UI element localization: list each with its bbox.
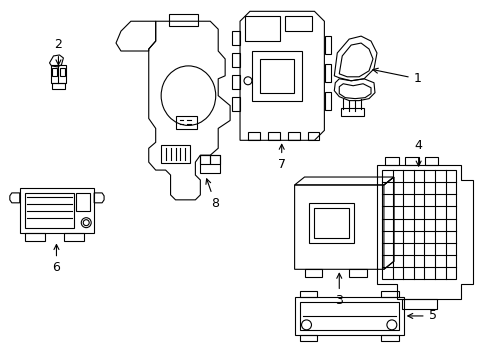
- Bar: [401, 299, 436, 309]
- Text: 2: 2: [54, 38, 62, 65]
- Bar: [314, 208, 348, 238]
- Bar: [210, 155, 220, 164]
- Text: 5: 5: [407, 310, 436, 323]
- Bar: [404, 157, 418, 165]
- Bar: [304, 269, 322, 277]
- Bar: [284, 16, 312, 31]
- Text: 4: 4: [414, 139, 422, 166]
- Bar: [381, 170, 455, 279]
- Bar: [259, 59, 293, 93]
- Bar: [287, 132, 299, 140]
- Bar: [200, 155, 220, 173]
- Bar: [384, 157, 398, 165]
- Bar: [325, 92, 331, 109]
- Text: 7: 7: [277, 144, 285, 171]
- Bar: [200, 155, 210, 164]
- Bar: [20, 188, 94, 233]
- Bar: [51, 83, 65, 89]
- Bar: [299, 291, 317, 297]
- Bar: [299, 302, 398, 330]
- Bar: [25, 193, 74, 228]
- Bar: [50, 65, 66, 83]
- Bar: [325, 64, 331, 82]
- Bar: [25, 233, 44, 240]
- Text: 8: 8: [205, 179, 219, 210]
- Bar: [232, 53, 240, 67]
- Bar: [341, 108, 364, 116]
- Bar: [251, 51, 301, 100]
- Bar: [232, 96, 240, 111]
- Text: 1: 1: [372, 68, 421, 85]
- Bar: [380, 335, 398, 341]
- Bar: [64, 233, 84, 240]
- Bar: [424, 157, 438, 165]
- Bar: [61, 68, 65, 76]
- Bar: [294, 297, 403, 335]
- Text: 6: 6: [52, 244, 61, 274]
- Bar: [309, 203, 353, 243]
- Bar: [247, 132, 259, 140]
- Text: 3: 3: [335, 273, 343, 307]
- Bar: [232, 31, 240, 45]
- Bar: [307, 132, 319, 140]
- Bar: [52, 68, 57, 76]
- Bar: [175, 116, 197, 129]
- Bar: [168, 14, 198, 26]
- Bar: [161, 145, 190, 163]
- Bar: [76, 193, 90, 211]
- Bar: [348, 269, 366, 277]
- Bar: [380, 291, 398, 297]
- Bar: [232, 75, 240, 89]
- Bar: [299, 335, 317, 341]
- Bar: [267, 132, 279, 140]
- Bar: [325, 36, 331, 54]
- Bar: [244, 16, 279, 41]
